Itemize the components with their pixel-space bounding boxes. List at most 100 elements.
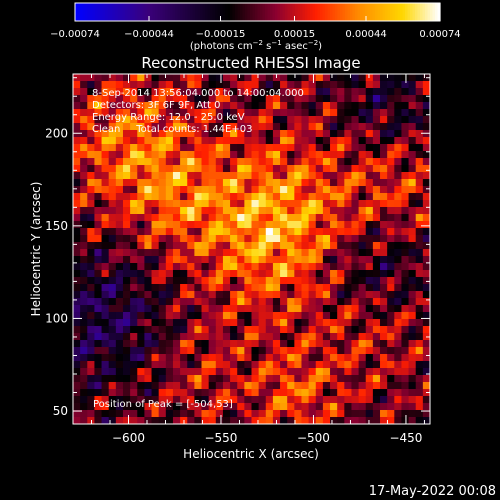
heatmap-cell	[87, 165, 95, 173]
heatmap-cell	[94, 270, 103, 278]
heatmap-cell	[258, 298, 267, 306]
heatmap-cell	[187, 382, 195, 390]
heatmap-cell	[87, 410, 95, 418]
heatmap-cell	[322, 256, 331, 264]
heatmap-cell	[122, 270, 131, 278]
heatmap-cell	[230, 165, 238, 173]
heatmap-cell	[215, 396, 224, 404]
heatmap-cell	[244, 354, 252, 362]
heatmap-cell	[108, 382, 117, 390]
heatmap-cell	[187, 277, 195, 285]
heatmap-cell	[230, 354, 238, 362]
heatmap-cell	[215, 116, 224, 124]
heatmap-cell	[222, 102, 231, 110]
heatmap-cell	[215, 298, 224, 306]
heatmap-cell	[258, 375, 267, 383]
heatmap-cell	[230, 144, 238, 152]
heatmap-cell	[272, 354, 281, 362]
heatmap-cell	[351, 284, 360, 292]
colorbar-cell	[97, 3, 101, 21]
heatmap-cell	[337, 396, 345, 404]
heatmap-cell	[372, 151, 381, 159]
heatmap-cell	[258, 305, 267, 313]
heatmap-cell	[280, 340, 288, 348]
colorbar-cell	[365, 3, 369, 21]
heatmap-cell	[194, 172, 203, 180]
colorbar-cell	[170, 3, 174, 21]
heatmap-cell	[422, 144, 430, 152]
heatmap-cell	[322, 319, 331, 327]
heatmap-cell	[208, 312, 217, 320]
heatmap-cell	[415, 172, 424, 180]
heatmap-cell	[187, 109, 195, 117]
heatmap-cell	[208, 109, 217, 117]
heatmap-cell	[380, 74, 388, 82]
heatmap-cell	[244, 305, 252, 313]
heatmap-cell	[108, 242, 117, 250]
heatmap-cell	[394, 186, 402, 194]
heatmap-cell	[330, 242, 338, 250]
heatmap-cell	[180, 221, 188, 229]
heatmap-cell	[265, 172, 274, 180]
heatmap-cell	[280, 165, 288, 173]
heatmap-cell	[130, 403, 138, 411]
heatmap-cell	[422, 291, 430, 299]
heatmap-cell	[130, 88, 138, 96]
heatmap-cell	[215, 95, 224, 103]
heatmap-cell	[94, 109, 103, 117]
heatmap-cell	[258, 74, 267, 82]
heatmap-cell	[144, 354, 153, 362]
heatmap-cell	[265, 88, 274, 96]
colorbar-cell	[275, 3, 279, 21]
heatmap-cell	[301, 375, 310, 383]
heatmap-cell	[315, 340, 324, 348]
heatmap-cell	[194, 200, 203, 208]
heatmap-cell	[315, 256, 324, 264]
heatmap-cell	[130, 333, 138, 341]
heatmap-cell	[208, 333, 217, 341]
heatmap-cell	[244, 382, 252, 390]
heatmap-cell	[201, 396, 210, 404]
heatmap-cell	[101, 172, 110, 180]
heatmap-cell	[130, 228, 138, 236]
heatmap-cell	[301, 396, 310, 404]
heatmap-cell	[222, 396, 231, 404]
colorbar-cell	[160, 3, 164, 21]
footer-date: 17-May-2022 00:08	[369, 484, 496, 499]
heatmap-cell	[180, 319, 188, 327]
heatmap-cell	[408, 109, 417, 117]
heatmap-cell	[387, 207, 395, 215]
heatmap-cell	[172, 298, 181, 306]
heatmap-cell	[394, 305, 402, 313]
heatmap-cell	[401, 326, 410, 334]
heatmap-cell	[330, 256, 338, 264]
heatmap-cell	[422, 347, 430, 355]
heatmap-cell	[215, 165, 224, 173]
heatmap-cell	[151, 354, 160, 362]
heatmap-cell	[237, 277, 245, 285]
heatmap-cell	[394, 326, 402, 334]
heatmap-cell	[272, 249, 281, 257]
heatmap-cell	[180, 375, 188, 383]
heatmap-cell	[215, 130, 224, 138]
heatmap-cell	[230, 375, 238, 383]
heatmap-cell	[122, 95, 131, 103]
heatmap-cell	[401, 333, 410, 341]
heatmap-cell	[265, 200, 274, 208]
heatmap-cell	[208, 326, 217, 334]
heatmap-cell	[294, 319, 302, 327]
heatmap-cell	[315, 179, 324, 187]
heatmap-cell	[265, 319, 274, 327]
heatmap-cell	[372, 354, 381, 362]
heatmap-cell	[301, 354, 310, 362]
heatmap-cell	[222, 263, 231, 271]
heatmap-cell	[258, 249, 267, 257]
heatmap-cell	[87, 228, 95, 236]
heatmap-cell	[372, 389, 381, 397]
heatmap-cell	[415, 228, 424, 236]
heatmap-cell	[208, 130, 217, 138]
heatmap-cell	[108, 200, 117, 208]
heatmap-cell	[394, 179, 402, 187]
heatmap-cell	[165, 242, 174, 250]
heatmap-cell	[151, 74, 160, 82]
